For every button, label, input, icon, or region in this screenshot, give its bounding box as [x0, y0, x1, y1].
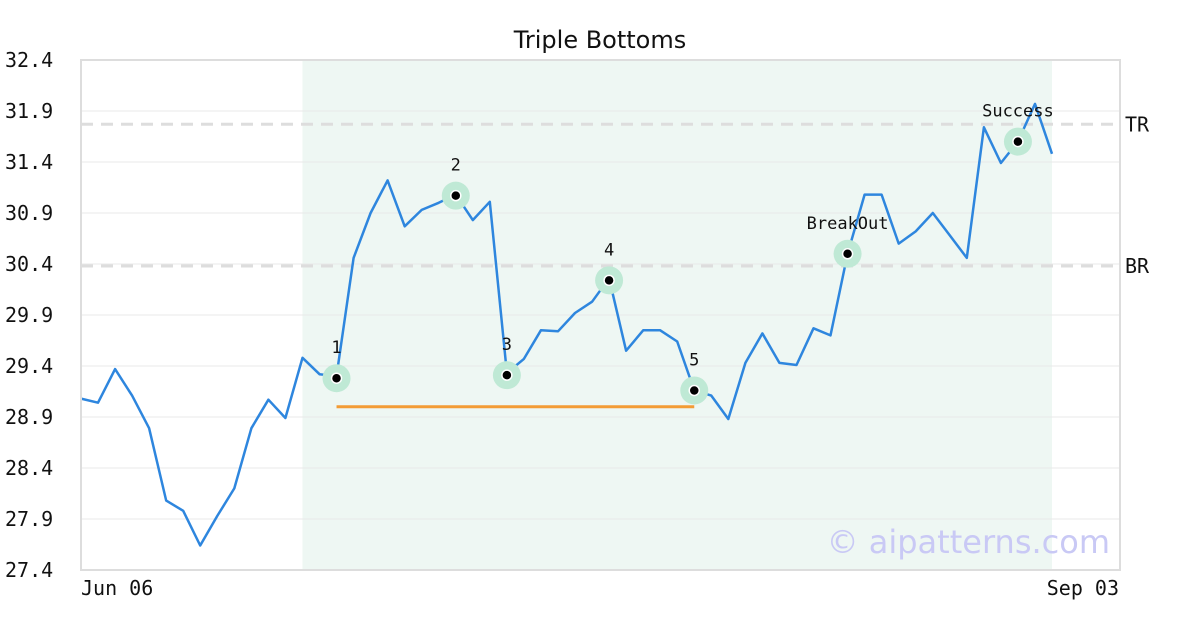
marker-dot-2	[450, 189, 462, 202]
marker-label-5: 5	[689, 350, 699, 370]
reference-line-label-br: BR	[1125, 254, 1150, 278]
x-tick-label: Jun 06	[81, 576, 153, 600]
marker-label-breakout: BreakOut	[807, 214, 889, 234]
marker-label-4: 4	[604, 240, 614, 260]
y-tick-label: 27.4	[5, 558, 53, 582]
y-tick-label: 31.4	[5, 150, 53, 174]
marker-label-2: 2	[451, 156, 461, 176]
reference-line-label-tr: TR	[1125, 112, 1150, 136]
y-tick-label: 31.9	[5, 99, 53, 123]
price-series-layer	[80, 102, 1054, 547]
reference-lines: TR BR	[81, 112, 1150, 278]
marker-label-1: 1	[331, 338, 341, 358]
watermark: © aipatterns.com	[827, 523, 1110, 561]
marker-label-success: Success	[982, 102, 1054, 122]
y-tick-label: 30.9	[5, 201, 53, 225]
y-tick-label: 29.9	[5, 303, 53, 327]
marker-dot-1	[330, 372, 343, 384]
x-tick-label: Sep 03	[1047, 576, 1119, 600]
y-tick-label: 30.4	[5, 252, 53, 276]
plot-frame	[80, 59, 1121, 571]
marker-dot-success	[1012, 135, 1024, 148]
marker-dot-breakout	[841, 248, 854, 260]
chart-title: Triple Bottoms	[513, 26, 687, 54]
y-tick-label: 28.4	[5, 456, 53, 480]
marker-label-3: 3	[502, 335, 512, 355]
marker-dot-5	[688, 384, 701, 397]
pattern-markers: 1 2 3 4 5 BreakOut Success	[322, 102, 1054, 405]
x-axis-tick-labels: Jun 06 Sep 03	[81, 576, 1119, 600]
y-axis-tick-labels: 32.4 31.9 31.4 30.9 30.4 29.9 29.4 28.9 28.4 27.9…	[5, 48, 53, 582]
y-tick-label: 28.9	[5, 405, 53, 429]
price-line	[80, 102, 1054, 547]
marker-dot-3	[501, 369, 513, 381]
y-tick-label: 32.4	[5, 48, 53, 72]
y-tick-label: 27.9	[5, 507, 53, 531]
marker-dot-4	[603, 274, 615, 287]
y-tick-label: 29.4	[5, 354, 53, 378]
